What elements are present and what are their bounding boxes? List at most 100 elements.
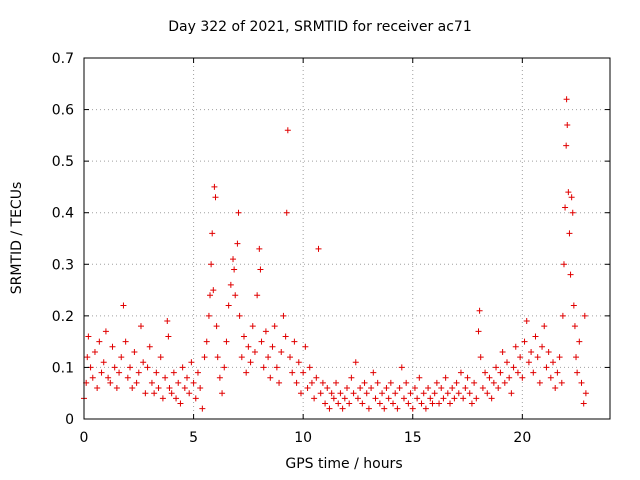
data-point	[370, 369, 377, 376]
data-point	[201, 354, 208, 361]
data-point	[545, 348, 552, 355]
data-point	[457, 369, 464, 376]
data-point	[517, 354, 524, 361]
data-point	[381, 405, 388, 412]
data-point	[227, 281, 234, 288]
data-point	[107, 379, 114, 386]
data-point	[315, 245, 322, 252]
data-point	[359, 400, 366, 407]
data-point	[444, 390, 451, 397]
data-point	[499, 348, 506, 355]
data-point	[405, 400, 412, 407]
y-tick-label: 0.7	[52, 51, 74, 67]
y-tick-label: 0	[65, 412, 74, 428]
data-point	[304, 385, 311, 392]
data-point	[418, 400, 425, 407]
data-point	[436, 400, 443, 407]
data-point	[414, 395, 421, 402]
data-point	[209, 230, 216, 237]
data-point	[550, 359, 557, 366]
data-point	[205, 312, 212, 319]
data-point	[350, 390, 357, 397]
data-point	[438, 385, 445, 392]
data-point	[293, 379, 300, 386]
data-point	[365, 405, 372, 412]
data-point	[177, 400, 184, 407]
data-point	[486, 374, 493, 381]
data-point	[497, 369, 504, 376]
data-point	[155, 385, 162, 392]
y-tick-label: 0.4	[52, 206, 74, 222]
data-points	[81, 96, 589, 412]
data-point	[302, 343, 309, 350]
data-point	[394, 405, 401, 412]
data-point	[431, 390, 438, 397]
data-point	[151, 390, 158, 397]
data-point	[352, 359, 359, 366]
data-point	[254, 292, 261, 299]
data-point	[422, 405, 429, 412]
data-point	[383, 385, 390, 392]
data-point	[207, 292, 214, 299]
data-point	[363, 390, 370, 397]
x-tick-label: 20	[513, 430, 531, 446]
data-point	[563, 142, 570, 149]
data-point	[374, 379, 381, 386]
data-point	[559, 312, 566, 319]
data-point	[541, 323, 548, 330]
data-point	[85, 333, 92, 340]
data-point	[425, 385, 432, 392]
data-point	[521, 338, 528, 345]
data-point	[552, 385, 559, 392]
data-point	[493, 364, 500, 371]
data-point	[142, 390, 149, 397]
data-point	[392, 390, 399, 397]
data-point	[560, 261, 567, 268]
data-point	[398, 364, 405, 371]
data-point	[181, 385, 188, 392]
data-point	[453, 379, 460, 386]
data-point	[148, 379, 155, 386]
data-point	[372, 395, 379, 402]
data-point	[564, 122, 571, 129]
data-point	[100, 359, 107, 366]
data-point	[455, 390, 462, 397]
data-point	[403, 379, 410, 386]
data-point	[186, 390, 193, 397]
data-point	[407, 390, 414, 397]
data-point	[214, 354, 221, 361]
x-axis-label: GPS time / hours	[285, 456, 403, 472]
data-point	[129, 385, 136, 392]
data-point	[573, 354, 580, 361]
data-point	[519, 374, 526, 381]
data-point	[562, 204, 569, 211]
data-point	[258, 338, 265, 345]
data-point	[578, 379, 585, 386]
data-point	[427, 395, 434, 402]
data-point	[361, 379, 368, 386]
data-point	[210, 287, 217, 294]
data-point	[580, 400, 587, 407]
data-point	[240, 333, 247, 340]
data-point	[162, 374, 169, 381]
data-point	[313, 374, 320, 381]
data-point	[326, 405, 333, 412]
data-point	[568, 194, 575, 201]
data-point	[98, 369, 105, 376]
data-point	[442, 374, 449, 381]
data-point	[348, 374, 355, 381]
data-point	[429, 400, 436, 407]
data-point	[190, 379, 197, 386]
data-point	[179, 364, 186, 371]
data-point	[322, 400, 329, 407]
data-point	[146, 343, 153, 350]
data-point	[223, 338, 230, 345]
data-point	[464, 374, 471, 381]
data-point	[556, 354, 563, 361]
data-point	[475, 328, 482, 335]
data-point	[243, 369, 250, 376]
data-point	[451, 395, 458, 402]
data-point	[144, 364, 151, 371]
data-point	[203, 338, 210, 345]
data-point	[249, 323, 256, 330]
